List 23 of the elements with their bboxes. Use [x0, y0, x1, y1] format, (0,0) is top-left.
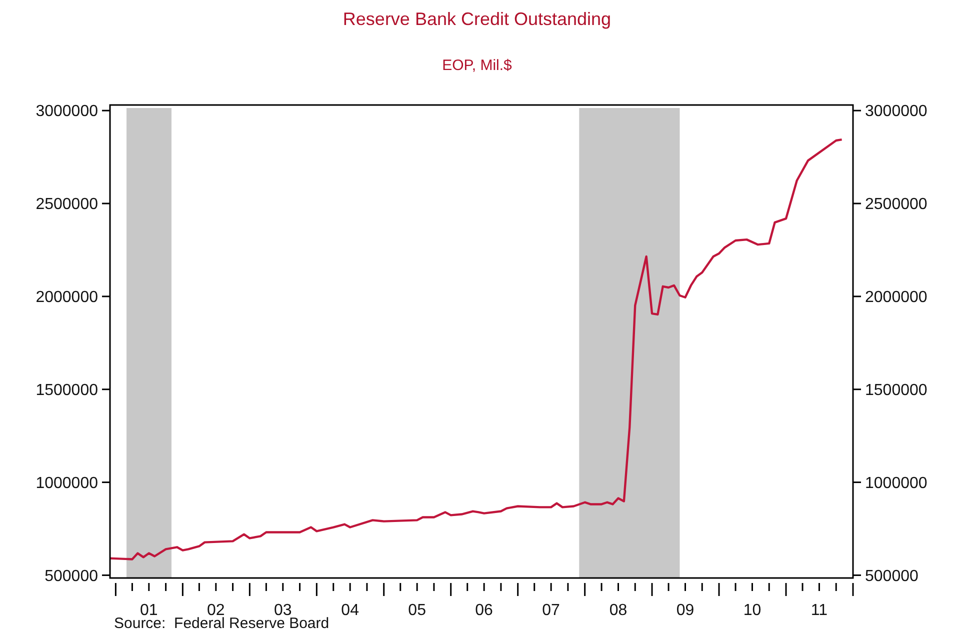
x-tick-label: 06 [475, 602, 494, 619]
y2-tick-label: 2000000 [865, 289, 928, 306]
x-tick-label: 08 [609, 602, 628, 619]
y2-tick-label: 1500000 [865, 382, 928, 399]
y-tick-label: 500000 [44, 568, 98, 585]
y-tick-label: 1500000 [36, 382, 98, 399]
y-tick-label: 3000000 [36, 103, 98, 120]
x-tick-label: 10 [743, 602, 762, 619]
y2-tick-label: 2500000 [865, 196, 928, 214]
y-tick-label: 1000000 [36, 474, 98, 492]
chart-subtitle: EOP, Mil.$ [442, 57, 513, 74]
y-tick-label: 2000000 [36, 289, 98, 306]
x-tick-label: 11 [810, 602, 828, 619]
x-tick-label: 07 [542, 602, 560, 619]
x-tick-label: 05 [408, 602, 426, 619]
y2-tick-label: 500000 [865, 568, 918, 585]
y-tick-label: 2500000 [36, 196, 98, 214]
y2-tick-label: 1000000 [865, 474, 928, 492]
x-tick-label: 09 [676, 602, 694, 619]
chart-title: Reserve Bank Credit Outstanding [342, 9, 612, 29]
y2-tick-label: 3000000 [865, 103, 928, 120]
x-tick-label: 04 [341, 602, 360, 619]
line-series [108, 138, 843, 560]
